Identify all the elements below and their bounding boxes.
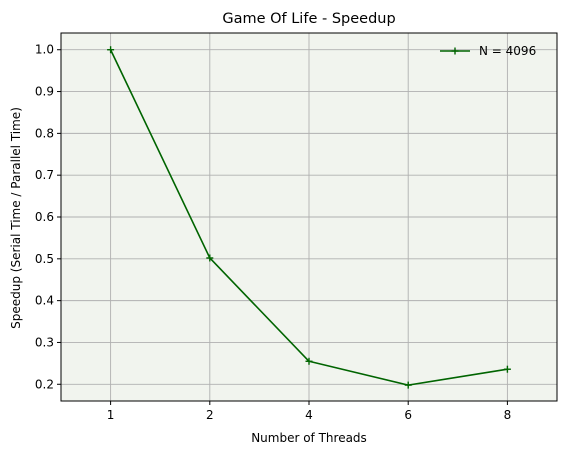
y-tick-label: 0.9 bbox=[35, 85, 54, 99]
legend-marker bbox=[451, 47, 459, 55]
axes: 1 2 4 6 8 0.2 0.3 0.4 0.5 0.6 0.7 0.8 0.9 1.0 bbox=[35, 32, 558, 422]
x-axis-label: Number of Threads bbox=[251, 431, 367, 445]
y-tick-label: 0.3 bbox=[35, 335, 54, 349]
y-tick-label: 0.4 bbox=[35, 294, 54, 308]
x-tick-label: 6 bbox=[404, 408, 412, 422]
legend-label: N = 4096 bbox=[479, 44, 536, 58]
series-layer bbox=[107, 46, 511, 389]
chart-title: Game Of Life - Speedup bbox=[222, 11, 395, 27]
y-tick-label: 0.6 bbox=[35, 210, 54, 224]
data-point bbox=[206, 254, 214, 262]
data-point bbox=[404, 381, 412, 389]
x-tick-label: 8 bbox=[504, 408, 512, 422]
x-tick-label: 1 bbox=[107, 408, 115, 422]
y-tick-label: 0.7 bbox=[35, 168, 54, 182]
x-tick-label: 4 bbox=[305, 408, 313, 422]
y-axis-label: Speedup (Serial Time / Parallel Time) bbox=[9, 107, 23, 329]
grid bbox=[61, 33, 557, 401]
data-point bbox=[503, 365, 511, 373]
data-point bbox=[107, 46, 115, 54]
legend: N = 4096 bbox=[440, 44, 536, 58]
x-tick-label: 2 bbox=[206, 408, 214, 422]
data-point bbox=[305, 357, 313, 365]
y-tick-label: 0.8 bbox=[35, 126, 54, 140]
y-tick-label: 0.2 bbox=[35, 377, 54, 391]
y-tick-label: 0.5 bbox=[35, 252, 54, 266]
y-tick-label: 1.0 bbox=[35, 43, 54, 57]
